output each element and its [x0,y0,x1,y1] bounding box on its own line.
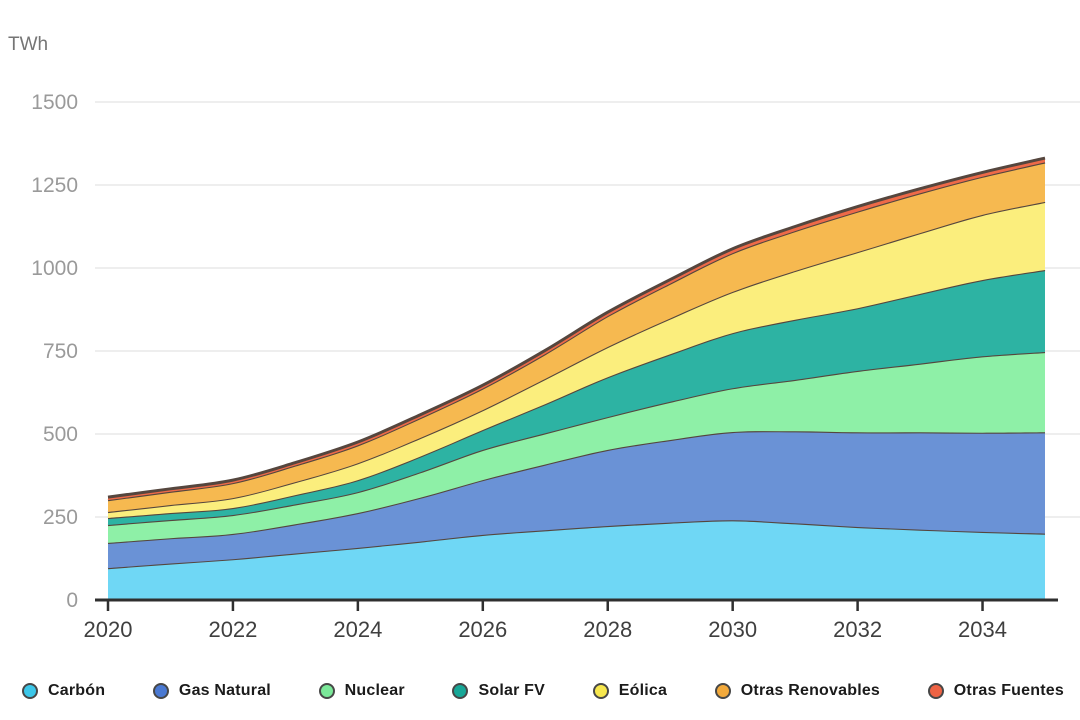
area-otras-renovables [108,162,1045,512]
legend-item-otras-renovables: Otras Renovables [714,682,881,700]
y-tick-label-1250: 1250 [31,174,78,197]
x-tick-label-2020: 2020 [84,617,133,642]
legend-swatch-nuclear [318,683,335,699]
legend-label-eolica: Eólica [618,682,668,699]
legend-item-eolica: Eólica [592,682,668,700]
legend-label-otras-fuentes: Otras Fuentes [953,682,1064,699]
legend-label-gas-natural: Gas Natural [178,682,271,699]
legend-swatch-solar-fv [452,683,469,699]
legend-item-gas-natural: Gas Natural [152,682,271,700]
legend-swatch-otras-renovables [714,683,731,699]
area-gas-natural [108,431,1045,569]
legend-label-solar-fv: Solar FV [478,682,545,699]
y-tick-label-1000: 1000 [31,257,78,280]
y-axis-unit-label: TWh [8,34,48,55]
y-tick-label-0: 0 [66,589,78,612]
edge-otras-fuentes [107,156,1046,499]
legend-item-otras-fuentes: Otras Fuentes [927,682,1064,700]
legend-swatch-eolica [592,683,609,699]
x-tick-label-2028: 2028 [583,617,632,642]
y-tick-label-750: 750 [43,340,78,363]
legend-label-nuclear: Nuclear [344,682,405,699]
legend-label-carbon: Carbón [48,682,106,699]
legend-swatch-gas-natural [152,683,169,699]
x-tick-label-2030: 2030 [708,617,757,642]
area-nuclear [108,352,1045,543]
legend-label-otras-renovables: Otras Renovables [740,682,881,699]
stacked-area-chart: TWh 0 250 500 750 1000 1250 1500 2020 2022 2024 20… [8,34,1080,642]
x-tick-label-2032: 2032 [833,617,882,642]
x-tick-label-2034: 2034 [958,617,1007,642]
x-tick-label-2026: 2026 [458,617,507,642]
legend-swatch-otras-fuentes [927,683,944,699]
area-eolica [108,201,1045,518]
legend-item-solar-fv: Solar FV [452,682,545,700]
y-tick-label-250: 250 [43,506,78,529]
y-tick-label-500: 500 [43,423,78,446]
x-tick-label-2024: 2024 [333,617,382,642]
legend-item-carbon: Carbón [22,682,105,700]
legend-item-nuclear: Nuclear [318,682,405,700]
legend-swatch-carbon [22,683,38,699]
x-tick-label-2022: 2022 [208,617,257,642]
chart-legend: Carbón Gas Natural Nuclear Solar FV Eólica Ot… [0,676,1080,706]
area-carbon [108,520,1045,600]
y-tick-label-1500: 1500 [31,91,78,114]
area-solar-fv [108,270,1045,525]
